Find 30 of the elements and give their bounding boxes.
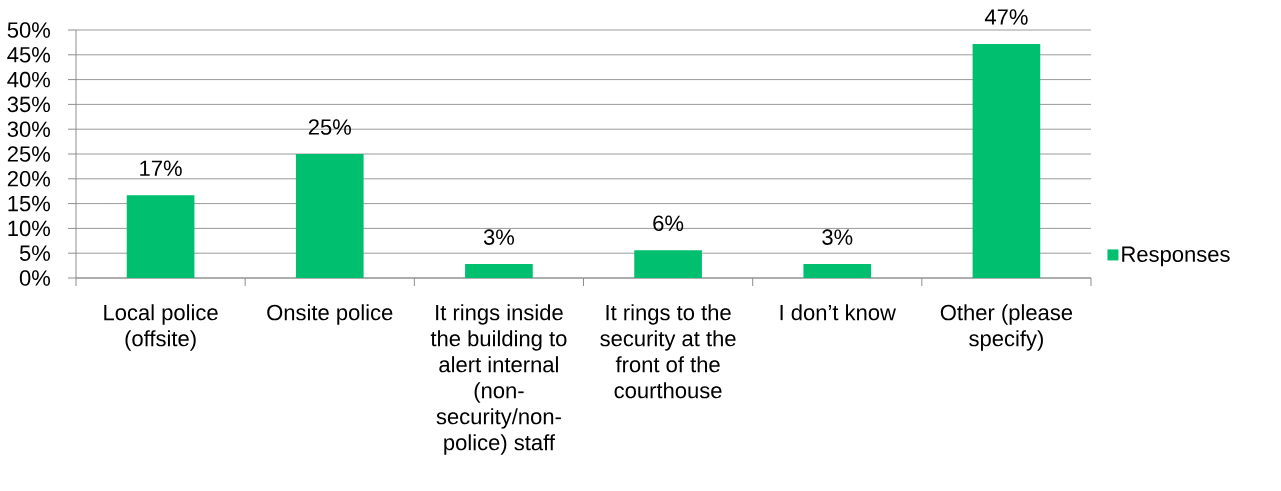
bar	[295, 154, 364, 278]
y-tick-label: 0%	[19, 270, 51, 286]
y-tick-label: 15%	[8, 195, 51, 212]
y-tick-label: 45%	[7, 47, 51, 63]
y-tick-label: 25%	[7, 146, 51, 162]
legend-label: Responses	[1122, 246, 1230, 267]
bar	[972, 43, 1041, 278]
y-tick-label: 50%	[7, 22, 51, 38]
x-tick-label: It rings inside the building to alert internal (non-security/non-police) staff	[430, 304, 567, 455]
data-label: 47%	[984, 9, 1028, 25]
y-tick-label: 20%	[7, 171, 51, 187]
data-label: 3%	[483, 229, 515, 245]
bar	[634, 250, 702, 278]
x-tick-label: It rings to the security at the front of the courthouse	[600, 304, 736, 399]
x-tick-label: Other (please specify)	[940, 304, 1073, 351]
y-tick-label: 5%	[19, 245, 51, 261]
data-label: 3%	[822, 229, 853, 245]
data-label: 6%	[653, 215, 684, 232]
y-tick-label: 40%	[7, 71, 51, 88]
y-tick-label: 30%	[7, 121, 51, 137]
x-tick-label: I don’t know	[780, 304, 896, 321]
data-label: 17%	[140, 160, 182, 176]
bar	[465, 264, 533, 278]
x-tick-label: Local police (offsite)	[104, 304, 218, 351]
y-tick-label: 10%	[8, 220, 51, 237]
y-tick-label: 35%	[7, 96, 51, 113]
bar	[126, 195, 195, 278]
bar	[803, 264, 872, 278]
x-tick-label: Onsite police	[267, 304, 393, 325]
data-label: 25%	[308, 119, 351, 135]
